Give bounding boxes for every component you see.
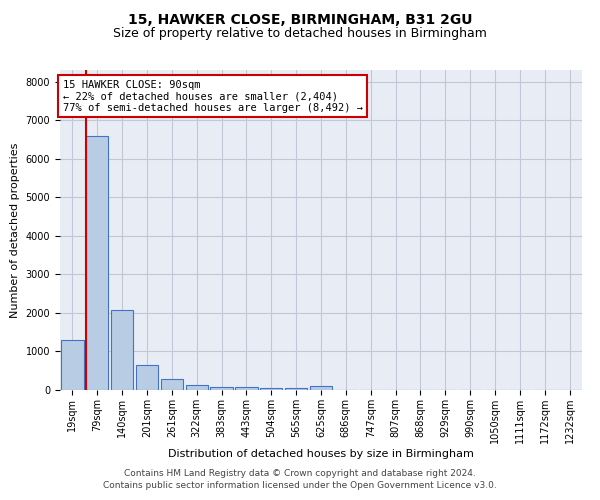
Bar [161, 379, 183, 390]
Y-axis label: Number of detached properties: Number of detached properties [10, 142, 20, 318]
Bar [86, 136, 109, 390]
X-axis label: Distribution of detached houses by size in Birmingham: Distribution of detached houses by size … [168, 448, 474, 458]
Bar [310, 386, 332, 390]
Bar [136, 365, 158, 390]
Text: Contains public sector information licensed under the Open Government Licence v3: Contains public sector information licen… [103, 481, 497, 490]
Bar [185, 385, 208, 390]
Bar [235, 388, 257, 390]
Bar [111, 310, 133, 390]
Text: Contains HM Land Registry data © Crown copyright and database right 2024.: Contains HM Land Registry data © Crown c… [124, 468, 476, 477]
Bar [211, 386, 233, 390]
Bar [260, 388, 283, 390]
Text: 15 HAWKER CLOSE: 90sqm
← 22% of detached houses are smaller (2,404)
77% of semi-: 15 HAWKER CLOSE: 90sqm ← 22% of detached… [62, 80, 362, 113]
Bar [285, 388, 307, 390]
Text: Size of property relative to detached houses in Birmingham: Size of property relative to detached ho… [113, 28, 487, 40]
Bar [61, 340, 83, 390]
Text: 15, HAWKER CLOSE, BIRMINGHAM, B31 2GU: 15, HAWKER CLOSE, BIRMINGHAM, B31 2GU [128, 12, 472, 26]
